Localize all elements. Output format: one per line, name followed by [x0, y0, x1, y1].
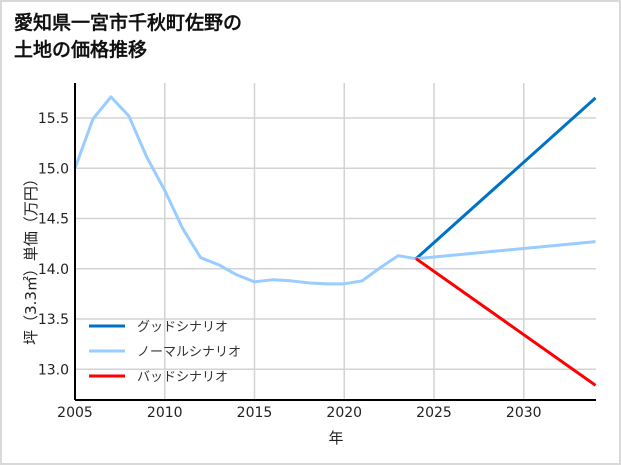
legend-label: グッドシナリオ	[137, 320, 228, 335]
scenario-line	[415, 240, 596, 261]
historical-line	[73, 95, 417, 286]
legend-label: ノーマルシナリオ	[137, 345, 241, 360]
x-tick-label: 2020	[326, 405, 362, 421]
y-tick-label: 15.0	[38, 161, 69, 177]
y-tick-label: 14.5	[38, 212, 69, 228]
y-tick-label: 13.0	[38, 362, 69, 378]
y-tick-label: 13.5	[38, 312, 69, 328]
scenario-line	[415, 257, 597, 387]
chart-title: 愛知県一宮市千秋町佐野の 土地の価格推移	[14, 12, 243, 61]
y-tick-label: 15.5	[38, 111, 69, 127]
x-tick-label: 2030	[506, 405, 542, 421]
y-axis-label: 坪（3.3㎡）単価（万円）	[22, 171, 40, 345]
x-tick-label: 2010	[147, 405, 183, 421]
tick-labels: 2005 2010 2015 2020 2025 2030 13.0 13.5 14.0 14.5…	[38, 111, 542, 421]
x-tick-label: 2005	[57, 405, 93, 421]
x-tick-label: 2015	[237, 405, 273, 421]
data-lines	[73, 95, 597, 387]
y-tick-label: 14.0	[38, 262, 69, 278]
x-axis-label: 年	[328, 429, 343, 447]
scenario-line	[415, 96, 597, 260]
x-tick-label: 2025	[416, 405, 452, 421]
legend-label: バッドシナリオ	[137, 370, 228, 385]
axes	[74, 83, 596, 401]
